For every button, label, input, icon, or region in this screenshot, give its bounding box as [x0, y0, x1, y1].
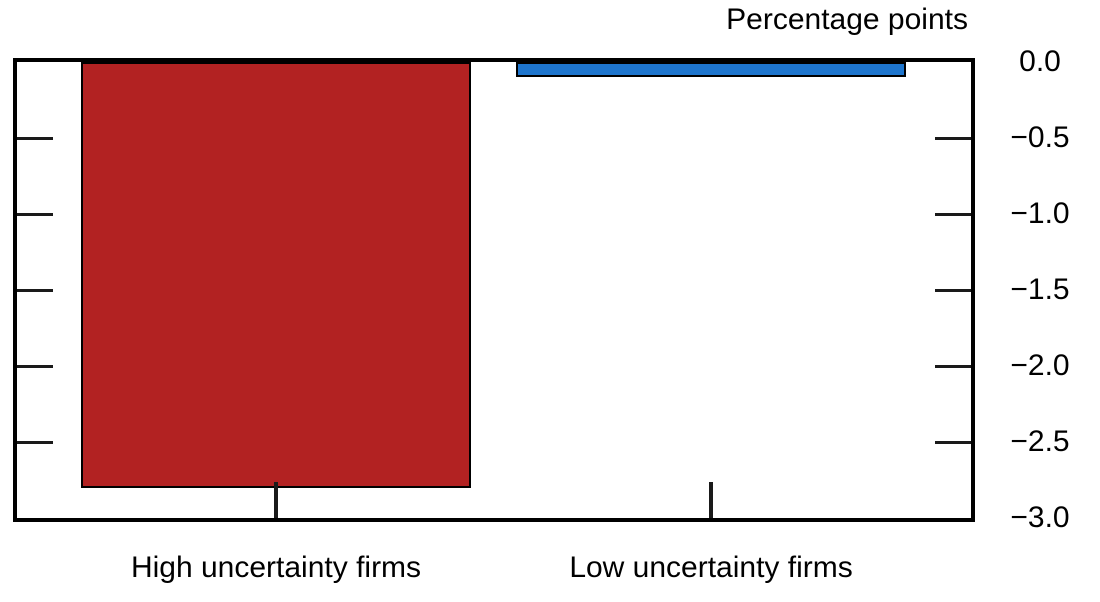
y-tick-label: −3.0	[1010, 501, 1070, 534]
y-tick-mark-left	[17, 441, 53, 444]
y-tick-label: −2.0	[1010, 349, 1070, 382]
x-category-label: Low uncertainty firms	[569, 551, 853, 584]
y-tick-mark-left	[17, 137, 53, 140]
y-axis-labels: 0.0 −0.5 −1.0 −1.5 −2.0 −2.5 −3.0	[990, 0, 1094, 602]
y-tick-mark-left	[17, 289, 53, 292]
y-tick-mark-right	[935, 289, 971, 292]
y-tick-label: −0.5	[1010, 121, 1070, 154]
x-axis-labels: High uncertainty firms Low uncertainty fi…	[17, 550, 971, 594]
plot-area	[13, 58, 975, 522]
bar-high-uncertainty-firms	[81, 62, 471, 488]
chart-title: Percentage points	[726, 3, 968, 36]
y-tick-label: −1.5	[1010, 273, 1070, 306]
x-category-label: High uncertainty firms	[130, 551, 422, 584]
y-tick-label: −1.0	[1010, 197, 1070, 230]
y-tick-mark-right	[935, 441, 971, 444]
y-tick-mark-right	[935, 137, 971, 140]
y-tick-mark-left	[17, 213, 53, 216]
y-tick-label: 0.0	[1019, 45, 1061, 78]
bar-low-uncertainty-firms	[516, 62, 906, 77]
y-tick-mark-left	[17, 365, 53, 368]
x-tick-mark	[709, 482, 713, 518]
x-tick-mark	[274, 482, 278, 518]
y-tick-mark-right	[935, 213, 971, 216]
y-tick-mark-right	[935, 365, 971, 368]
y-tick-label: −2.5	[1010, 425, 1070, 458]
